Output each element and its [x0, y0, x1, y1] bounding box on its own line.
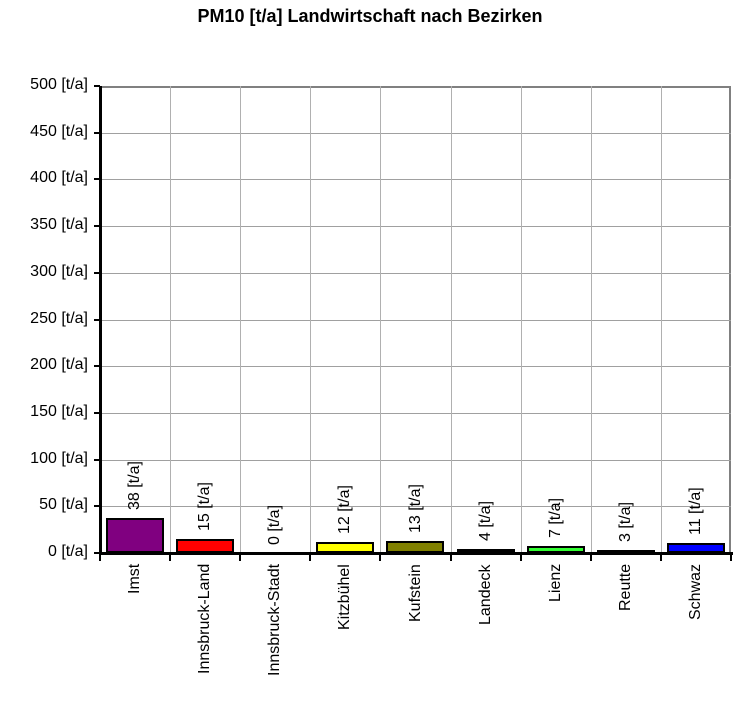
gridline-horizontal: [100, 226, 731, 228]
y-tick-label: 450 [t/a]: [30, 122, 88, 140]
y-tick-label: 0 [t/a]: [47, 543, 88, 560]
x-tick: [450, 553, 452, 561]
bar-imst: [106, 518, 164, 553]
bar-innsbruck-land: [176, 539, 234, 553]
category-label: Kufstein: [407, 564, 424, 622]
gridline-vertical: [451, 86, 452, 553]
y-tick: [94, 271, 100, 274]
gridline-vertical: [591, 86, 592, 553]
y-tick: [94, 318, 100, 321]
category-label: Kitzbühel: [336, 564, 353, 630]
gridline-horizontal: [100, 459, 731, 461]
gridline-horizontal: [100, 179, 731, 181]
gridline-horizontal: [100, 366, 731, 368]
gridline-vertical: [310, 86, 311, 553]
category-label: Innsbruck-Stadt: [266, 563, 283, 676]
y-tick-label: 50 [t/a]: [39, 496, 88, 514]
x-tick: [730, 553, 732, 561]
y-axis: [99, 86, 102, 555]
y-tick: [94, 552, 100, 554]
y-tick: [94, 85, 100, 87]
gridline-horizontal: [100, 272, 731, 274]
data-label: 11 [t/a]: [687, 487, 704, 535]
chart-title: PM10 [t/a] Landwirtschaft nach Bezirken: [197, 6, 543, 26]
y-tick-label: 100 [t/a]: [30, 449, 88, 467]
x-tick: [169, 553, 171, 561]
data-label: 15 [t/a]: [196, 482, 213, 531]
category-label: Imst: [126, 563, 143, 594]
gridline-vertical: [661, 86, 662, 553]
y-tick-label: 500 [t/a]: [30, 76, 88, 93]
gridline-vertical: [521, 86, 522, 553]
gridline-horizontal: [100, 506, 731, 508]
x-tick: [309, 553, 311, 561]
data-label: 12 [t/a]: [336, 485, 353, 534]
gridline-horizontal: [100, 319, 731, 321]
data-label: 7 [t/a]: [547, 497, 564, 538]
y-tick: [94, 458, 100, 461]
y-tick-label: 400 [t/a]: [30, 169, 88, 187]
y-tick: [94, 411, 100, 414]
x-tick: [239, 553, 241, 561]
data-label: 0 [t/a]: [266, 504, 283, 545]
x-axis: [99, 552, 733, 555]
gridline-horizontal: [100, 132, 731, 134]
data-label: 4 [t/a]: [477, 500, 494, 541]
gridline-vertical: [170, 86, 171, 553]
category-label: Schwaz: [687, 563, 704, 620]
y-tick: [94, 178, 100, 181]
y-tick: [94, 365, 100, 368]
category-label: Reutte: [617, 563, 634, 611]
x-tick: [590, 553, 592, 561]
gridline-vertical: [240, 86, 241, 553]
data-label: 3 [t/a]: [617, 501, 634, 542]
y-tick: [94, 225, 100, 228]
gridline-horizontal: [100, 412, 731, 414]
y-tick-label: 150 [t/a]: [30, 402, 88, 420]
x-tick: [379, 553, 381, 561]
x-tick: [520, 553, 522, 561]
y-tick: [94, 131, 100, 134]
category-label: Innsbruck-Land: [196, 563, 213, 674]
y-tick-label: 250 [t/a]: [30, 309, 88, 327]
y-tick: [94, 505, 100, 508]
category-label: Lienz: [547, 563, 564, 602]
gridline-vertical: [380, 86, 381, 553]
y-tick-label: 200 [t/a]: [30, 356, 88, 374]
data-label: 38 [t/a]: [126, 461, 143, 510]
x-tick: [660, 553, 662, 561]
y-tick-label: 350 [t/a]: [30, 216, 88, 234]
x-tick: [99, 553, 101, 561]
y-tick-label: 300 [t/a]: [30, 262, 88, 280]
data-label: 13 [t/a]: [407, 484, 424, 533]
category-label: Landeck: [477, 564, 494, 626]
